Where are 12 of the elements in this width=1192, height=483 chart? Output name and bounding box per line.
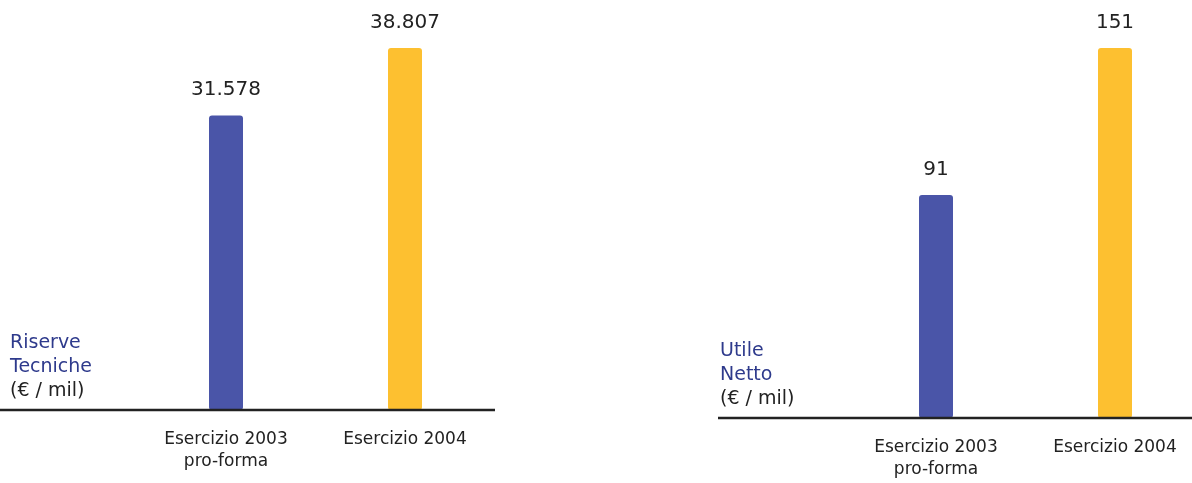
- text: (€ / mil): [10, 378, 85, 400]
- x-tick-label: Esercizio 2004: [343, 428, 467, 448]
- data-label: 151: [1095, 9, 1135, 33]
- text: Utile Netto: [720, 338, 773, 384]
- x-tick-label: Esercizio 2004: [1053, 436, 1177, 456]
- data-label: 31.578: [191, 76, 261, 101]
- data-label: 91: [923, 156, 949, 181]
- x-tick-label: Esercizio 2003 pro-forma: [164, 428, 288, 470]
- data-label: 38.807: [370, 9, 440, 33]
- text: (€ / mil): [720, 386, 795, 408]
- x-tick-label: Esercizio 2003 pro-forma: [874, 436, 998, 478]
- text: Riserve Tecniche: [9, 330, 93, 376]
